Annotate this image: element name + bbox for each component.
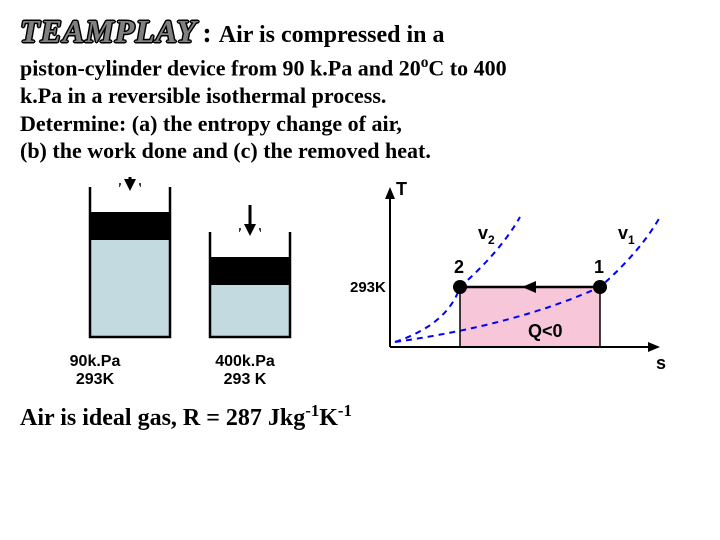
ts-diagram: Ts v2 v1 2 1 293K Q<0 <box>350 177 690 393</box>
prob-l2: k.Pa in a reversible isothermal process. <box>20 82 700 110</box>
piston-label-1: 90k.Pa 293K <box>20 353 170 389</box>
svg-text:T: T <box>396 179 407 199</box>
piston-label-2: 400k.Pa 293 K <box>170 353 320 389</box>
state2-p: 400k.Pa <box>170 353 320 371</box>
footer-sup1: -1 <box>305 401 319 420</box>
colon: : <box>202 18 218 49</box>
problem-text: piston-cylinder device from 90 k.Pa and … <box>20 53 700 164</box>
svg-text:Q<0: Q<0 <box>528 321 563 341</box>
svg-text:v1: v1 <box>618 223 635 247</box>
prob-l3: Determine: (a) the entropy change of air… <box>20 110 700 138</box>
intro-text: Air is compressed in a <box>219 22 445 48</box>
footer-b: K <box>319 405 338 431</box>
footer-a: Air is ideal gas, R = 287 Jkg <box>20 405 305 431</box>
prob-l4: (b) the work done and (c) the removed he… <box>20 137 700 165</box>
svg-text:293K: 293K <box>350 279 386 296</box>
state1-p: 90k.Pa <box>20 353 170 371</box>
state1-t: 293K <box>20 371 170 389</box>
piston-diagram: 90k.Pa 293K 400k.Pa 293 K <box>20 177 350 389</box>
svg-text:2: 2 <box>454 257 464 277</box>
footer-sup2: -1 <box>338 401 352 420</box>
teamplay-title: TEAMPLAY <box>20 13 197 49</box>
svg-text:1: 1 <box>594 257 604 277</box>
prob-l1b: C to 400 <box>428 56 506 81</box>
prob-l1a: piston-cylinder device from 90 k.Pa and … <box>20 56 421 81</box>
svg-text:s: s <box>656 353 666 373</box>
footer-text: Air is ideal gas, R = 287 Jkg-1K-1 <box>20 401 700 432</box>
state2-t: 293 K <box>170 371 320 389</box>
svg-text:v2: v2 <box>478 223 495 247</box>
